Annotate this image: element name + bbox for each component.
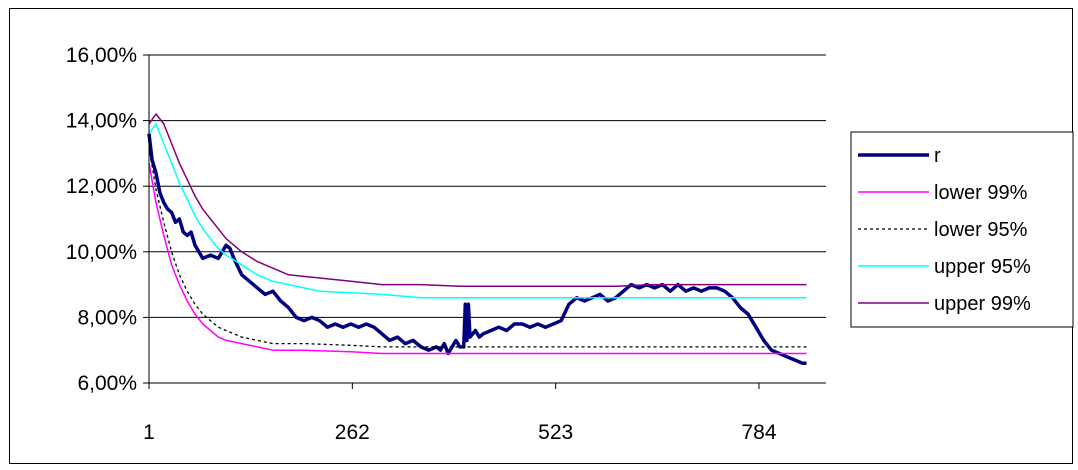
y-tick-label: 14,00% [66, 110, 137, 133]
gridlines [149, 54, 826, 384]
x-tick-label: 784 [741, 421, 776, 444]
series-line-upper-95- [148, 123, 807, 299]
series-lines [147, 113, 807, 366]
series-line-lower-95- [148, 146, 807, 348]
plot-area [149, 55, 826, 383]
legend: r lower 99% lower 95% upper 95% upper 99% [850, 131, 1074, 328]
axes: 6,00% 8,00% 10,00% 12,00% 14,00% 16,00% 1 262 52… [66, 44, 826, 444]
x-tick-label: 262 [335, 421, 370, 444]
y-tick-label: 10,00% [66, 241, 137, 264]
y-tick-label: 6,00% [77, 372, 137, 395]
legend-label: upper 95% [934, 256, 1031, 278]
legend-label: upper 99% [934, 293, 1031, 315]
legend-label: lower 95% [934, 219, 1028, 241]
x-tick-label: 523 [538, 421, 573, 444]
plot-background [149, 55, 826, 383]
y-tick-label: 16,00% [66, 44, 137, 67]
x-tick-label: 1 [143, 421, 155, 444]
y-tick-label: 12,00% [66, 175, 137, 198]
legend-label: lower 99% [934, 182, 1028, 204]
legend-label: r [934, 145, 941, 167]
series-line-lower-99- [148, 163, 807, 355]
y-tick-label: 8,00% [77, 306, 137, 329]
series-line-upper-99- [148, 113, 807, 287]
